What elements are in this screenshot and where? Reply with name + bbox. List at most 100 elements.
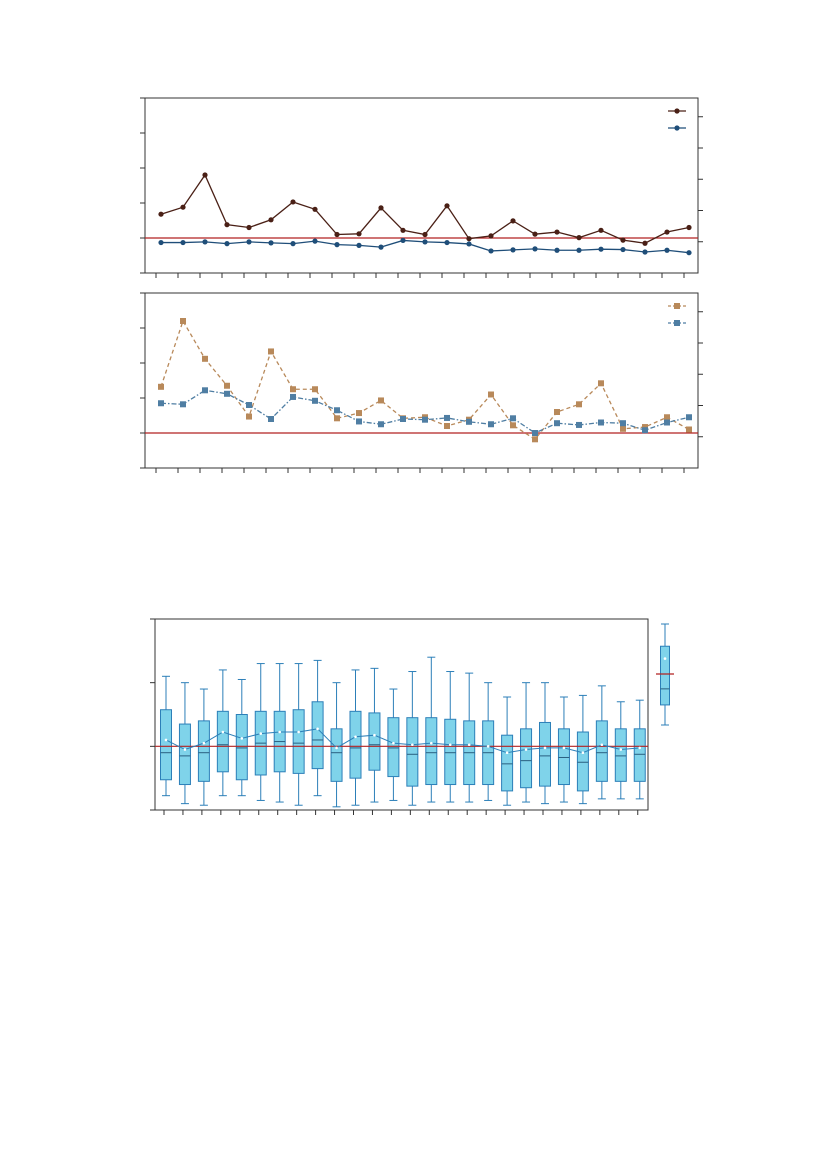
series-2-point [246, 402, 252, 408]
series-2-point [268, 240, 274, 246]
series-2-point [312, 238, 318, 244]
series-2-point [158, 239, 164, 246]
series-2-point [400, 237, 406, 244]
series-2-point [620, 246, 626, 253]
series-1-point [598, 380, 604, 387]
box-body [633, 728, 646, 782]
series-2-point [488, 421, 494, 428]
series-2-point [224, 241, 230, 247]
series-2-point [510, 247, 516, 253]
series-2-point [422, 239, 428, 245]
plot-frame [144, 292, 699, 469]
series-2-point [532, 246, 538, 252]
series-1-point [180, 318, 186, 324]
series-2-point [356, 242, 362, 248]
series-2-point [598, 419, 604, 426]
series-1-point [444, 423, 450, 429]
series-1-point [664, 414, 670, 421]
mean-point [373, 733, 376, 737]
mean-point [430, 741, 433, 745]
box-body [557, 728, 570, 786]
mean-point [411, 743, 414, 747]
series-1-point [268, 348, 274, 355]
box-body [520, 728, 533, 789]
series-2-point [620, 420, 626, 427]
series-1-point [202, 172, 208, 178]
mean-point [221, 730, 225, 734]
series-2-point [576, 421, 582, 428]
series-1-point [158, 211, 164, 217]
box-body [292, 709, 305, 774]
series-2-point [400, 416, 406, 422]
mean-point [335, 746, 338, 750]
box-body [406, 717, 419, 787]
series-2-point [180, 401, 186, 408]
mean-point [467, 743, 471, 747]
series-1-point [576, 235, 582, 241]
series-1-point [334, 231, 340, 238]
mean-point [259, 732, 263, 735]
series-2-point [576, 247, 582, 253]
series-1-point [158, 383, 164, 390]
series-2-point [290, 393, 296, 400]
mean-point [562, 746, 566, 750]
mean-line [165, 728, 640, 754]
series-1-point [312, 386, 318, 393]
line-chart-panel-middle [140, 292, 703, 473]
series-2-point [466, 241, 472, 247]
mean-point [354, 735, 357, 739]
series-2-point [268, 416, 274, 422]
series-line-2 [160, 389, 690, 434]
series-2-point [532, 430, 538, 436]
series-1-point [246, 413, 252, 420]
series-1-point [268, 217, 274, 223]
series-1-point [356, 231, 362, 237]
mean-point [316, 727, 319, 731]
legend-marker-series-2 [674, 125, 680, 131]
series-2-point [642, 427, 648, 434]
series-1-point [686, 426, 692, 433]
legend-marker-series-2 [674, 320, 680, 326]
series-1-point [554, 409, 560, 415]
series-2-point [510, 415, 516, 422]
series-1-point [488, 233, 494, 239]
series-1-point [488, 391, 494, 398]
box-body [330, 728, 343, 782]
box-body [595, 720, 608, 782]
mean-point [600, 743, 604, 747]
series-2-point [444, 414, 450, 421]
series-1-point [378, 397, 384, 404]
series-1-point [334, 415, 340, 422]
box-body [501, 734, 514, 792]
mean-point [581, 751, 585, 754]
series-2-point [664, 247, 670, 253]
mean-point [278, 730, 282, 734]
series-2-point [554, 247, 560, 253]
series-2-point [356, 418, 362, 425]
series-2-point [642, 249, 648, 255]
series-2-point [488, 248, 494, 254]
series-1-point [290, 199, 296, 205]
box-body [576, 731, 589, 792]
mean-point [297, 730, 300, 734]
mean-point [183, 748, 187, 751]
mean-point [392, 741, 395, 745]
series-2-point [466, 418, 472, 425]
box-body [178, 723, 191, 786]
box-body [387, 717, 400, 778]
series-1-point [224, 382, 230, 389]
series-1-point [642, 424, 648, 431]
series-2-point [686, 414, 692, 421]
series-2-point [180, 239, 186, 246]
series-1-point [378, 205, 384, 211]
side-box-body [660, 645, 670, 706]
box-body [614, 728, 627, 782]
series-1-point [554, 229, 560, 235]
box-body [197, 720, 210, 782]
series-2-point [378, 244, 384, 250]
series-2-point [664, 419, 670, 426]
series-1-point [620, 237, 626, 243]
mean-point [202, 741, 206, 745]
series-1-point [598, 227, 604, 233]
mean-point [164, 738, 168, 742]
